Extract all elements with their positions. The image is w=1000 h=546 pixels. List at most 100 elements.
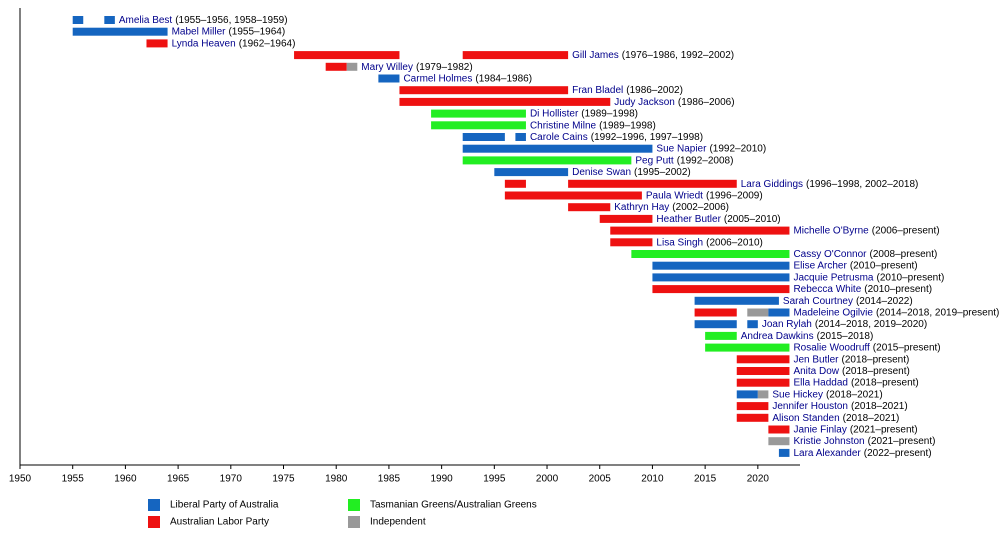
row-label: Denise Swan (1995–2002) bbox=[572, 167, 691, 178]
member-years: (2018–present) bbox=[842, 366, 910, 377]
member-name[interactable]: Janie Finlay bbox=[793, 424, 846, 435]
member-name[interactable]: Ella Haddad bbox=[793, 377, 847, 388]
term-bar bbox=[694, 320, 737, 329]
row-label: Mary Willey (1979–1982) bbox=[361, 61, 472, 72]
member-name[interactable]: Fran Bladel bbox=[572, 85, 623, 96]
x-tick-label: 1990 bbox=[430, 474, 453, 485]
member-name[interactable]: Alison Standen bbox=[772, 412, 839, 423]
term-bar bbox=[768, 308, 790, 317]
term-bar bbox=[72, 16, 84, 24]
member-name[interactable]: Rebecca White bbox=[793, 284, 861, 295]
term-bar bbox=[72, 27, 168, 36]
member-name[interactable]: Mary Willey bbox=[361, 61, 413, 72]
member-years: (2021–present) bbox=[868, 436, 936, 447]
member-years: (2002–2006) bbox=[672, 202, 729, 213]
term-bar bbox=[568, 179, 737, 188]
legend-label: Independent bbox=[370, 517, 426, 528]
member-name[interactable]: Michelle O'Byrne bbox=[793, 225, 869, 236]
member-name[interactable]: Denise Swan bbox=[572, 167, 631, 178]
legend-label: Tasmanian Greens/Australian Greens bbox=[370, 500, 537, 511]
row-label: Fran Bladel (1986–2002) bbox=[572, 85, 683, 96]
term-bar bbox=[736, 413, 769, 422]
member-name[interactable]: Sue Hickey bbox=[772, 389, 823, 400]
member-name[interactable]: Carmel Holmes bbox=[403, 73, 472, 84]
member-years: (1986–2002) bbox=[626, 85, 683, 96]
member-name[interactable]: Cassy O'Connor bbox=[793, 249, 867, 260]
member-name[interactable]: Kathryn Hay bbox=[614, 202, 669, 213]
member-name[interactable]: Heather Butler bbox=[656, 214, 721, 225]
member-years: (2021–present) bbox=[850, 424, 918, 435]
term-bar bbox=[705, 331, 737, 340]
row-label: Peg Putt (1992–2008) bbox=[635, 155, 733, 166]
x-tick-label: 2000 bbox=[536, 474, 559, 485]
row-label: Lisa Singh (2006–2010) bbox=[656, 237, 762, 248]
term-bar bbox=[515, 133, 526, 141]
member-name[interactable]: Mabel Miller bbox=[172, 26, 227, 37]
member-name[interactable]: Lara Giddings bbox=[741, 178, 803, 189]
member-name[interactable]: Elise Archer bbox=[793, 260, 847, 271]
x-tick-label: 2005 bbox=[589, 474, 612, 485]
member-years: (1992–2008) bbox=[677, 155, 734, 166]
term-bar bbox=[705, 343, 790, 352]
member-name[interactable]: Lara Alexander bbox=[793, 448, 861, 459]
row-label: Andrea Dawkins (2015–2018) bbox=[741, 331, 874, 342]
member-name[interactable]: Madeleine Ogilvie bbox=[793, 307, 873, 318]
term-bar bbox=[694, 308, 737, 317]
member-name[interactable]: Amelia Best bbox=[119, 15, 173, 26]
x-tick-label: 1960 bbox=[114, 474, 137, 485]
member-years: (2018–2021) bbox=[843, 412, 900, 423]
term-bar bbox=[610, 226, 790, 235]
term-bar bbox=[146, 39, 168, 48]
row-label: Kathryn Hay (2002–2006) bbox=[614, 202, 729, 213]
term-bar bbox=[431, 121, 526, 130]
term-bar bbox=[494, 168, 569, 177]
row-label: Jen Butler (2018–present) bbox=[793, 354, 909, 365]
member-name[interactable]: Paula Wriedt bbox=[646, 190, 703, 201]
member-name[interactable]: Jacquie Petrusma bbox=[793, 272, 873, 283]
member-name[interactable]: Andrea Dawkins bbox=[741, 331, 814, 342]
term-bar bbox=[294, 51, 400, 60]
member-name[interactable]: Gill James bbox=[572, 50, 619, 61]
row-label: Lara Giddings (1996–1998, 2002–2018) bbox=[741, 178, 919, 189]
row-label: Madeleine Ogilvie (2014–2018, 2019–presen… bbox=[793, 307, 999, 318]
member-years: (2005–2010) bbox=[724, 214, 781, 225]
row-label: Jennifer Houston (2018–2021) bbox=[772, 401, 907, 412]
member-years: (2014–2022) bbox=[856, 295, 913, 306]
member-name[interactable]: Peg Putt bbox=[635, 155, 674, 166]
member-name[interactable]: Anita Dow bbox=[793, 366, 839, 377]
member-name[interactable]: Sarah Courtney bbox=[783, 295, 853, 306]
member-name[interactable]: Lynda Heaven bbox=[172, 38, 236, 49]
row-label: Amelia Best (1955–1956, 1958–1959) bbox=[119, 15, 288, 26]
term-bar bbox=[325, 62, 347, 71]
member-name[interactable]: Carole Cains bbox=[530, 132, 588, 143]
x-tick-label: 1980 bbox=[325, 474, 348, 485]
legend-label: Australian Labor Party bbox=[170, 517, 269, 528]
member-name[interactable]: Joan Rylah bbox=[762, 319, 812, 330]
member-name[interactable]: Christine Milne bbox=[530, 120, 597, 131]
member-name[interactable]: Sue Napier bbox=[656, 143, 707, 154]
member-name[interactable]: Rosalie Woodruff bbox=[793, 342, 870, 353]
member-name[interactable]: Lisa Singh bbox=[656, 237, 703, 248]
member-years: (2010–present) bbox=[850, 260, 918, 271]
term-bar bbox=[462, 133, 505, 141]
row-label: Jacquie Petrusma (2010–present) bbox=[793, 272, 944, 283]
member-name[interactable]: Jennifer Houston bbox=[772, 401, 848, 412]
row-label: Elise Archer (2010–present) bbox=[793, 260, 917, 271]
row-label: Paula Wriedt (1996–2009) bbox=[646, 190, 763, 201]
row-label: Gill James (1976–1986, 1992–2002) bbox=[572, 50, 734, 61]
member-years: (2015–2018) bbox=[817, 331, 874, 342]
row-label: Di Hollister (1989–1998) bbox=[530, 108, 638, 119]
row-label: Lara Alexander (2022–present) bbox=[793, 448, 931, 459]
member-name[interactable]: Judy Jackson bbox=[614, 97, 675, 108]
row-label: Michelle O'Byrne (2006–present) bbox=[793, 225, 939, 236]
term-bar bbox=[431, 109, 526, 118]
term-bar bbox=[399, 86, 569, 95]
row-label: Heather Butler (2005–2010) bbox=[656, 214, 780, 225]
member-name[interactable]: Di Hollister bbox=[530, 108, 579, 119]
member-name[interactable]: Jen Butler bbox=[793, 354, 839, 365]
member-name[interactable]: Kristie Johnston bbox=[793, 436, 864, 447]
member-years: (1955–1956, 1958–1959) bbox=[175, 15, 287, 26]
row-label: Lynda Heaven (1962–1964) bbox=[172, 38, 296, 49]
row-label: Sue Napier (1992–2010) bbox=[656, 143, 766, 154]
